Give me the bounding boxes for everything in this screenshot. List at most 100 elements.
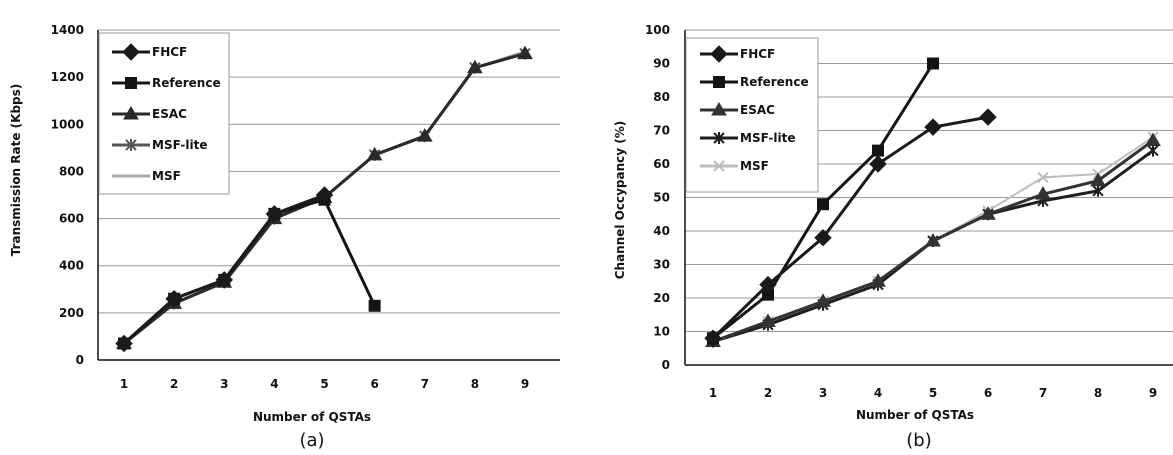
chart-b-series-esac	[705, 132, 1161, 348]
chart-b-ytick-label: 60	[653, 157, 670, 171]
chart-b-legend-marker	[711, 102, 727, 116]
chart-b-point-esac	[760, 313, 776, 327]
chart-a-ytick-label: 1400	[51, 23, 84, 37]
chart-b-ticks: 0 10 20 30 40 50 60 70 80 90 100 1 2 3 4 5 6 7 8 9	[645, 23, 1157, 400]
chart-a-xtick-label: 6	[370, 377, 378, 391]
chart-b-legend-entry: MSF	[700, 159, 769, 173]
chart-b-ylabel: Channel Occypancy (%)	[613, 121, 627, 280]
chart-a-point-esac	[416, 128, 433, 142]
chart-a-point-fhcf	[165, 290, 183, 308]
chart-b-point-msf-lite	[1092, 184, 1104, 197]
chart-b-point-esac	[1145, 132, 1161, 147]
chart-b-ytick-label: 40	[653, 224, 670, 238]
chart-a-xtick-label: 9	[521, 377, 529, 391]
chart-b-point-fhcf	[979, 108, 997, 126]
chart-b-point-esac	[925, 233, 941, 247]
chart-b-point-fhcf	[814, 228, 832, 247]
chart-b-xtick-label: 8	[1094, 386, 1102, 400]
chart-a-legend-label: MSF	[152, 169, 181, 183]
chart-b-point-esac	[1035, 186, 1051, 200]
chart-a-point-reference	[368, 299, 381, 312]
chart-b-legend-marker	[713, 76, 725, 88]
chart-a-point-esac	[467, 59, 483, 74]
chart-b-point-msf	[1037, 171, 1049, 184]
chart-b-caption: (b)	[906, 430, 931, 451]
chart-a-point-fhcf	[215, 271, 233, 289]
chart-b-legend-entry: ESAC	[700, 102, 775, 117]
chart-a-legend-label: ESAC	[152, 107, 187, 121]
chart-b-point-reference	[817, 198, 829, 211]
chart-a-xtick-label: 1	[120, 377, 128, 391]
chart-a-point-fhcf	[265, 205, 284, 223]
chart-b-legend-marker	[713, 160, 725, 172]
chart-b-ytick-label: 10	[653, 325, 670, 339]
chart-a-series-reference	[118, 193, 381, 350]
chart-a-ytick-label: 800	[59, 164, 84, 178]
chart-a-caption: (a)	[299, 430, 324, 451]
chart-b-ytick-label: 100	[645, 23, 670, 37]
chart-b-ytick-label: 70	[653, 124, 670, 138]
chart-b-legend-entry: Reference	[700, 75, 809, 89]
chart-b-point-fhcf	[704, 329, 722, 347]
chart-b-point-msf-lite	[1147, 144, 1159, 157]
chart-a-legend-label: Reference	[152, 76, 221, 90]
chart-b-point-fhcf	[924, 118, 942, 136]
chart-a-legend-entry: MSF-lite	[112, 138, 208, 152]
chart-b-legend-label: Reference	[740, 75, 809, 89]
chart-b-legend: FHCF Reference ESAC MSF-lite MSF	[700, 45, 809, 173]
chart-b-point-reference	[872, 144, 884, 157]
chart-a-xtick-label: 5	[320, 377, 328, 391]
chart-a-point-fhcf	[315, 186, 334, 204]
chart-a-legend-entry: Reference	[112, 76, 221, 90]
chart-a-ylabel: Transmission Rate (Kbps)	[9, 84, 23, 257]
chart-a-ytick-label: 0	[76, 353, 84, 367]
chart-b-series	[704, 57, 1161, 348]
chart-b-xtick-label: 3	[819, 386, 827, 400]
chart-b-xtick-label: 6	[984, 386, 992, 400]
chart-a: FHCF Reference ESAC MSF-lite MSF 0 200 400 600 8…	[9, 23, 560, 451]
chart-a-ytick-label: 1000	[51, 117, 84, 131]
chart-a-legend-entry: MSF	[112, 169, 181, 183]
chart-a-point-esac	[366, 146, 383, 161]
chart-a-point-esac	[517, 45, 533, 60]
chart-a-ytick-label: 400	[59, 259, 84, 273]
chart-b-legend-label: MSF-lite	[740, 131, 796, 145]
chart-a-series-fhcf	[115, 186, 334, 353]
chart-b-legend-label: FHCF	[740, 47, 775, 61]
chart-a-xtick-label: 7	[421, 377, 429, 391]
chart-b-xtick-label: 5	[929, 386, 937, 400]
chart-a-xtick-label: 3	[220, 377, 228, 391]
chart-b-ytick-label: 50	[653, 191, 670, 205]
chart-b-series-reference	[707, 57, 939, 345]
chart-b-legend-label: ESAC	[740, 103, 775, 117]
chart-b-point-fhcf	[759, 275, 777, 294]
chart-b-xtick-label: 2	[764, 386, 772, 400]
chart-a-legend-label: MSF-lite	[152, 138, 208, 152]
chart-a-xtick-label: 4	[270, 377, 278, 391]
chart-a-legend-marker	[125, 77, 137, 89]
chart-a-xtick-label: 2	[170, 377, 178, 391]
chart-b-line-fhcf	[711, 115, 989, 340]
chart-b-ytick-label: 0	[662, 358, 670, 372]
chart-a-xlabel: Number of QSTAs	[253, 410, 371, 424]
chart-b-legend-entry: FHCF	[700, 45, 775, 63]
chart-b-point-reference	[762, 288, 774, 301]
chart-a-ytick-label: 1200	[51, 70, 84, 84]
chart-b-ytick-label: 30	[653, 258, 670, 272]
chart-b-legend-marker	[710, 45, 728, 63]
chart-a-legend-entry: FHCF	[112, 43, 187, 61]
chart-b-xtick-label: 1	[709, 386, 717, 400]
chart-a-line-reference	[123, 197, 376, 345]
chart-a-legend: FHCF Reference ESAC MSF-lite MSF	[112, 43, 221, 183]
chart-a-legend-marker	[125, 139, 137, 151]
chart-a-legend-marker	[123, 106, 139, 120]
chart-a-xtick-label: 8	[471, 377, 479, 391]
chart-a-legend-marker	[122, 43, 140, 61]
chart-b-legend-marker	[713, 132, 725, 144]
chart-b-point-esac	[815, 293, 831, 307]
chart-b-point-reference	[927, 57, 939, 70]
chart-b-ytick-label: 20	[653, 291, 670, 305]
chart-b-ytick-label: 90	[653, 57, 670, 71]
chart-b-xtick-label: 9	[1149, 386, 1157, 400]
chart-b-point-fhcf	[869, 155, 887, 173]
